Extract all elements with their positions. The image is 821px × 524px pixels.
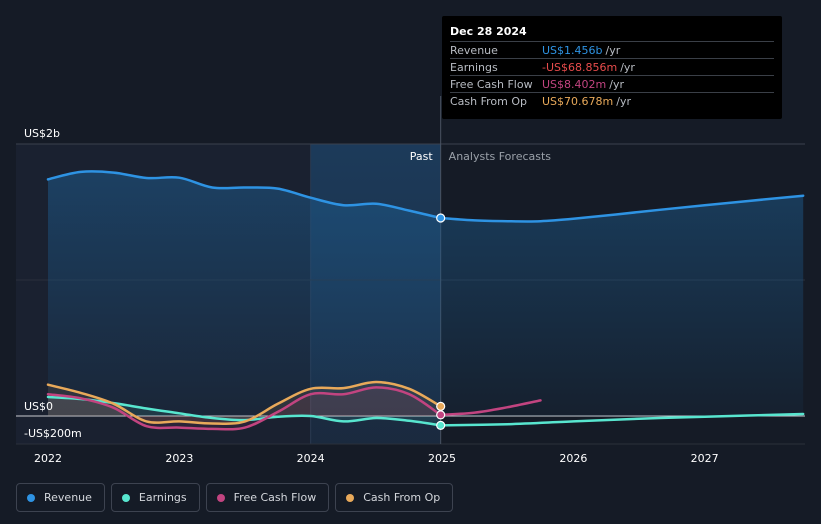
- cash-from-op-line-past: [46, 380, 442, 425]
- tooltip-label: Free Cash Flow: [450, 78, 533, 91]
- chart-legend: Revenue Earnings Free Cash Flow Cash Fro…: [16, 483, 454, 512]
- forecast-label: Analysts Forecasts: [449, 150, 552, 163]
- past-label: Past: [410, 150, 434, 163]
- legend-label: Revenue: [44, 491, 92, 504]
- legend-dot-icon: [346, 493, 355, 502]
- free-cash-flow-line-past: [46, 386, 442, 431]
- free-cash-flow-line-forecast: [439, 399, 542, 417]
- x-tick-label: 2023: [165, 452, 193, 465]
- tooltip-value-wrap: US$8.402m/yr: [542, 78, 624, 91]
- tooltip-row-revenue: Revenue US$1.456b/yr: [450, 41, 774, 59]
- tooltip-value: US$8.402m: [542, 78, 607, 91]
- tooltip-value-wrap: US$1.456b/yr: [542, 44, 620, 57]
- tooltip-unit: /yr: [609, 78, 624, 91]
- tooltip-label: Earnings: [450, 61, 498, 74]
- free-cash-flow-marker: [436, 410, 446, 420]
- revenue-area: [48, 171, 804, 416]
- tooltip-row-free-cash-flow: Free Cash Flow US$8.402m/yr: [450, 75, 774, 93]
- legend-item-revenue[interactable]: Revenue: [16, 483, 105, 512]
- earnings-marker: [436, 420, 446, 430]
- tooltip-value: US$1.456b: [542, 44, 603, 57]
- tooltip-label: Cash From Op: [450, 95, 528, 108]
- tooltip-date: Dec 28 2024: [450, 25, 527, 38]
- earnings-line-forecast: [439, 412, 805, 427]
- legend-item-free-cash-flow[interactable]: Free Cash Flow: [205, 483, 330, 512]
- tooltip-row-cash-from-op: Cash From Op US$70.678m/yr: [450, 92, 774, 110]
- tooltip-unit: /yr: [620, 61, 635, 74]
- free-cash-flow-area: [48, 387, 441, 430]
- x-tick-label: 2022: [34, 452, 62, 465]
- cash-from-op-area: [48, 381, 441, 424]
- revenue-marker: [436, 213, 446, 223]
- legend-dot-icon: [216, 493, 225, 502]
- y-tick-label: US$2b: [24, 127, 60, 140]
- legend-item-cash-from-op[interactable]: Cash From Op: [335, 483, 454, 512]
- data-tooltip: Dec 28 2024 Revenue US$1.456b/yr Earning…: [442, 16, 782, 119]
- tooltip-row-earnings: Earnings -US$68.856m/yr: [450, 58, 774, 76]
- legend-dot-icon: [121, 493, 130, 502]
- tooltip-label: Revenue: [450, 44, 498, 57]
- revenue-line-forecast: [439, 194, 805, 223]
- tooltip-value-wrap: US$70.678m/yr: [542, 95, 631, 108]
- revenue-line-past: [46, 170, 442, 220]
- tooltip-value: US$70.678m: [542, 95, 614, 108]
- legend-label: Earnings: [138, 491, 187, 504]
- tooltip-unit: /yr: [616, 95, 631, 108]
- legend-item-earnings[interactable]: Earnings: [110, 483, 200, 512]
- cash-from-op-marker: [436, 401, 446, 411]
- x-tick-label: 2025: [428, 452, 456, 465]
- y-tick-label: US$0: [24, 400, 53, 413]
- legend-label: Cash From Op: [363, 491, 441, 504]
- earnings-area: [48, 397, 441, 426]
- x-tick-label: 2027: [691, 452, 719, 465]
- y-tick-label: -US$200m: [24, 427, 82, 440]
- legend-dot-icon: [27, 493, 35, 502]
- x-tick-label: 2024: [297, 452, 325, 465]
- tooltip-unit: /yr: [605, 44, 621, 57]
- x-tick-label: 2026: [559, 452, 587, 465]
- tooltip-value-wrap: -US$68.856m/yr: [542, 61, 635, 74]
- tooltip-value: -US$68.856m: [542, 61, 618, 74]
- legend-label: Free Cash Flow: [233, 491, 317, 504]
